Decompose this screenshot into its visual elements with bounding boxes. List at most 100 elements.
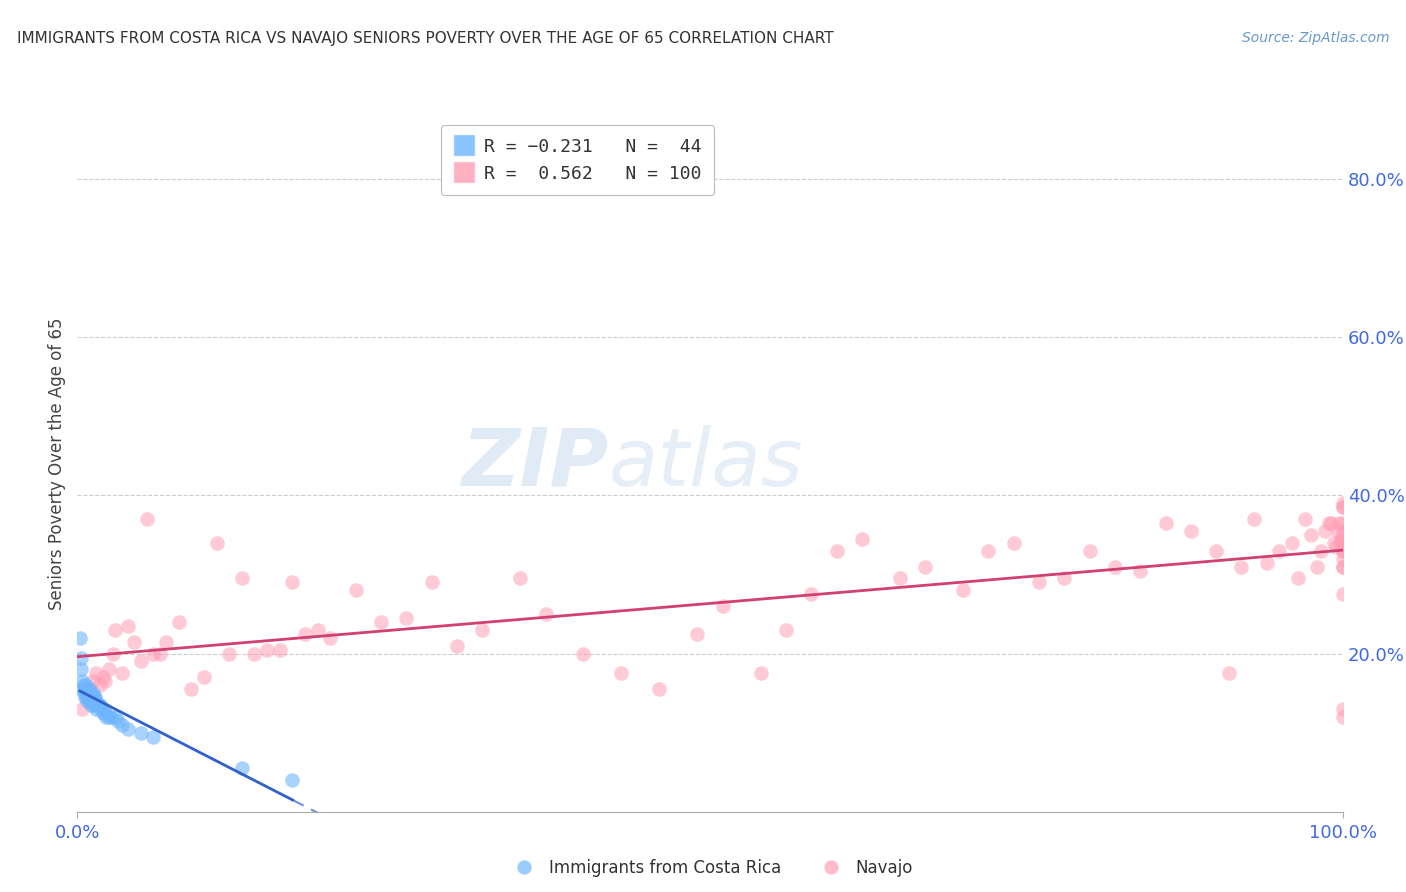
Point [86,702,108,716]
Point [1331,702,1354,716]
Point [977,543,1000,558]
Text: IMMIGRANTS FROM COSTA RICA VS NAVAJO SENIORS POVERTY OVER THE AGE OF 65 CORRELAT: IMMIGRANTS FROM COSTA RICA VS NAVAJO SEN… [17,31,834,46]
Point [94,706,117,720]
Point [1218,666,1240,681]
Point [1002,536,1025,550]
Point [79,682,101,697]
Point [1331,559,1354,574]
Point [1326,524,1348,538]
Point [155,634,177,648]
Point [446,639,468,653]
Point [256,642,278,657]
Point [82,694,104,708]
Point [1331,496,1354,510]
Point [395,611,418,625]
Point [344,583,367,598]
Point [1331,524,1354,538]
Point [149,647,172,661]
Point [243,647,266,661]
Point [117,619,139,633]
Point [1154,516,1177,530]
Point [82,686,104,700]
Point [1331,543,1354,558]
Point [82,674,104,689]
Point [1205,543,1227,558]
Point [1053,572,1076,586]
Point [93,702,115,716]
Point [70,662,93,676]
Point [1331,500,1354,515]
Point [79,694,101,708]
Point [124,634,146,648]
Point [1331,587,1354,601]
Point [136,512,159,526]
Point [91,706,114,720]
Point [76,690,98,704]
Point [101,647,124,661]
Point [281,575,304,590]
Point [1317,516,1340,530]
Point [70,650,93,665]
Point [96,710,118,724]
Point [889,572,911,586]
Point [89,678,111,692]
Point [117,722,139,736]
Point [218,647,240,661]
Point [83,690,105,704]
Legend: Immigrants from Costa Rica, Navajo: Immigrants from Costa Rica, Navajo [501,852,920,883]
Point [1104,559,1126,574]
Point [73,686,96,700]
Point [69,631,91,645]
Point [1129,564,1152,578]
Text: ZIP: ZIP [461,425,609,503]
Point [83,698,105,712]
Point [1306,559,1329,574]
Point [73,690,96,704]
Point [1326,540,1348,554]
Point [1327,516,1350,530]
Point [686,627,709,641]
Point [80,698,103,712]
Point [1331,551,1354,566]
Point [1028,575,1050,590]
Point [1320,516,1343,530]
Text: atlas: atlas [609,425,804,503]
Point [75,686,97,700]
Point [94,674,117,689]
Point [1310,543,1333,558]
Point [711,599,734,614]
Point [87,698,110,712]
Point [420,575,443,590]
Point [1180,524,1202,538]
Point [72,682,94,697]
Point [231,761,253,775]
Point [1331,536,1354,550]
Point [1313,524,1336,538]
Point [1230,559,1253,574]
Point [75,678,97,692]
Point [851,532,873,546]
Point [90,702,112,716]
Point [167,615,190,629]
Point [1331,528,1354,542]
Point [471,623,494,637]
Point [129,725,152,739]
Point [80,690,103,704]
Point [73,682,96,697]
Point [509,572,531,586]
Point [1256,556,1278,570]
Point [307,623,329,637]
Point [86,698,108,712]
Point [294,627,316,641]
Point [1331,516,1354,530]
Point [142,730,165,744]
Point [1331,536,1354,550]
Point [610,666,633,681]
Point [77,682,100,697]
Point [1243,512,1265,526]
Point [319,631,342,645]
Point [269,642,291,657]
Point [534,607,557,621]
Point [1331,710,1354,724]
Point [1301,528,1323,542]
